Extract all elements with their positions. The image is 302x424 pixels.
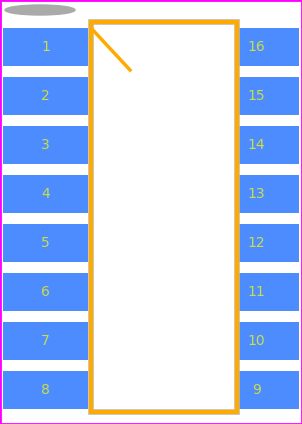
Bar xyxy=(3,77,88,115)
Text: 8: 8 xyxy=(41,383,50,397)
Text: 3: 3 xyxy=(41,138,50,152)
Bar xyxy=(214,322,299,360)
Text: 13: 13 xyxy=(248,187,265,201)
Bar xyxy=(3,126,88,164)
Bar xyxy=(3,322,88,360)
Text: 9: 9 xyxy=(252,383,261,397)
Bar xyxy=(91,22,237,412)
Text: 2: 2 xyxy=(41,89,50,103)
Text: 5: 5 xyxy=(41,236,50,250)
Text: 6: 6 xyxy=(41,285,50,299)
Text: 7: 7 xyxy=(41,334,50,348)
Bar xyxy=(3,273,88,311)
Ellipse shape xyxy=(5,5,75,15)
Text: 12: 12 xyxy=(248,236,265,250)
Bar xyxy=(3,28,88,66)
Bar xyxy=(214,28,299,66)
Text: 15: 15 xyxy=(248,89,265,103)
Text: 1: 1 xyxy=(41,40,50,54)
Bar xyxy=(214,77,299,115)
Bar xyxy=(3,371,88,409)
Bar xyxy=(91,22,237,412)
Bar xyxy=(3,175,88,213)
Bar xyxy=(214,224,299,262)
Text: 4: 4 xyxy=(41,187,50,201)
Text: 14: 14 xyxy=(248,138,265,152)
Text: 10: 10 xyxy=(248,334,265,348)
Text: 16: 16 xyxy=(248,40,265,54)
Bar xyxy=(214,175,299,213)
Bar xyxy=(3,224,88,262)
Text: 11: 11 xyxy=(248,285,265,299)
Bar xyxy=(214,371,299,409)
Bar xyxy=(214,126,299,164)
Bar xyxy=(214,273,299,311)
